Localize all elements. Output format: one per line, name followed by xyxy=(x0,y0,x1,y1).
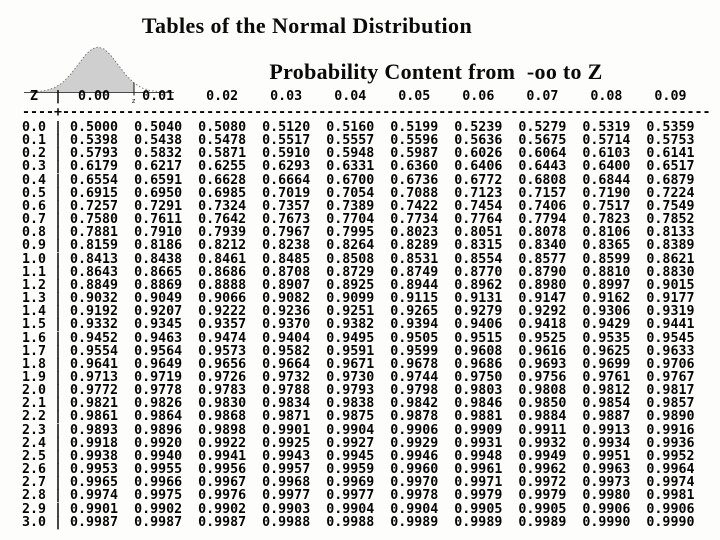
curve-outline xyxy=(29,46,173,93)
table-body: 0.0 | 0.5000 0.5040 0.5080 0.5120 0.5160… xyxy=(22,121,694,529)
table-row: 2.1 | 0.9821 0.9826 0.9830 0.9834 0.9838… xyxy=(22,396,695,412)
table-row: 2.7 | 0.9965 0.9966 0.9967 0.9968 0.9969… xyxy=(22,475,695,491)
table-row: 2.6 | 0.9953 0.9955 0.9956 0.9957 0.9959… xyxy=(22,462,695,478)
table-row: 1.9 | 0.9713 0.9719 0.9726 0.9732 0.9730… xyxy=(22,369,695,385)
table-row: 1.2 | 0.8849 0.8869 0.8888 0.8907 0.8925… xyxy=(22,277,695,293)
table-row: 1.5 | 0.9332 0.9345 0.9357 0.9370 0.9382… xyxy=(22,317,695,333)
table-row: 0.9 | 0.8159 0.8186 0.8212 0.8238 0.8264… xyxy=(22,238,695,254)
table-row: 2.9 | 0.9901 0.9902 0.9902 0.9903 0.9904… xyxy=(22,501,695,517)
table-row: 0.5 | 0.6915 0.6950 0.6985 0.7019 0.7054… xyxy=(22,185,695,201)
table-row: 0.0 | 0.5000 0.5040 0.5080 0.5120 0.5160… xyxy=(22,120,695,135)
page-title: Tables of the Normal Distribution xyxy=(141,13,473,38)
table-row: 0.1 | 0.5398 0.5438 0.5478 0.5517 0.5557… xyxy=(22,133,695,149)
table-row: 0.6 | 0.7257 0.7291 0.7324 0.7357 0.7389… xyxy=(22,198,695,214)
table-row: 2.0 | 0.9772 0.9778 0.9783 0.9788 0.9793… xyxy=(22,383,695,399)
table-row: 1.3 | 0.9032 0.9049 0.9066 0.9082 0.9099… xyxy=(22,291,695,307)
table-row: 2.8 | 0.9974 0.9975 0.9976 0.9977 0.9977… xyxy=(22,488,695,504)
table-row: 1.4 | 0.9192 0.9207 0.9222 0.9236 0.9251… xyxy=(22,304,695,320)
table-row: 1.0 | 0.8413 0.8438 0.8461 0.8485 0.8508… xyxy=(22,251,695,267)
table-separator: ----+-----------------------------------… xyxy=(22,105,711,120)
normal-curve-figure: z xyxy=(24,46,174,105)
curve-shaded-area xyxy=(30,47,134,92)
table-row: 2.3 | 0.9893 0.9896 0.9898 0.9901 0.9904… xyxy=(22,422,695,438)
table-header-row: Z | 0.00 0.01 0.02 0.03 0.04 0.05 0.06 0… xyxy=(22,89,687,104)
table-row: 0.8 | 0.7881 0.7910 0.7939 0.7967 0.7995… xyxy=(22,225,695,241)
table-row: 2.2 | 0.9861 0.9864 0.9868 0.9871 0.9875… xyxy=(22,409,695,425)
table-row: 0.4 | 0.6554 0.6591 0.6628 0.6664 0.6700… xyxy=(22,172,695,188)
table-row: 0.2 | 0.5793 0.5832 0.5871 0.5910 0.5948… xyxy=(22,146,695,162)
table-row: 3.0 | 0.9987 0.9987 0.9987 0.9988 0.9988… xyxy=(22,514,695,530)
z-marker-label: z xyxy=(132,97,136,105)
page-subtitle: Probability Content from -oo to Z xyxy=(269,59,603,84)
table-row: 1.8 | 0.9641 0.9649 0.9656 0.9664 0.9671… xyxy=(22,356,695,372)
table-row: 2.4 | 0.9918 0.9920 0.9922 0.9925 0.9927… xyxy=(22,435,695,451)
table-row: 1.1 | 0.8643 0.8665 0.8686 0.8708 0.8729… xyxy=(22,264,695,280)
table-row: 1.7 | 0.9554 0.9564 0.9573 0.9582 0.9591… xyxy=(22,343,695,359)
table-row: 0.3 | 0.6179 0.6217 0.6255 0.6293 0.6331… xyxy=(22,159,695,175)
table-row: 1.6 | 0.9452 0.9463 0.9474 0.9404 0.9495… xyxy=(22,330,695,346)
table-row: 0.7 | 0.7580 0.7611 0.7642 0.7673 0.7704… xyxy=(22,212,695,228)
table-row: 2.5 | 0.9938 0.9940 0.9941 0.9943 0.9945… xyxy=(22,448,695,464)
